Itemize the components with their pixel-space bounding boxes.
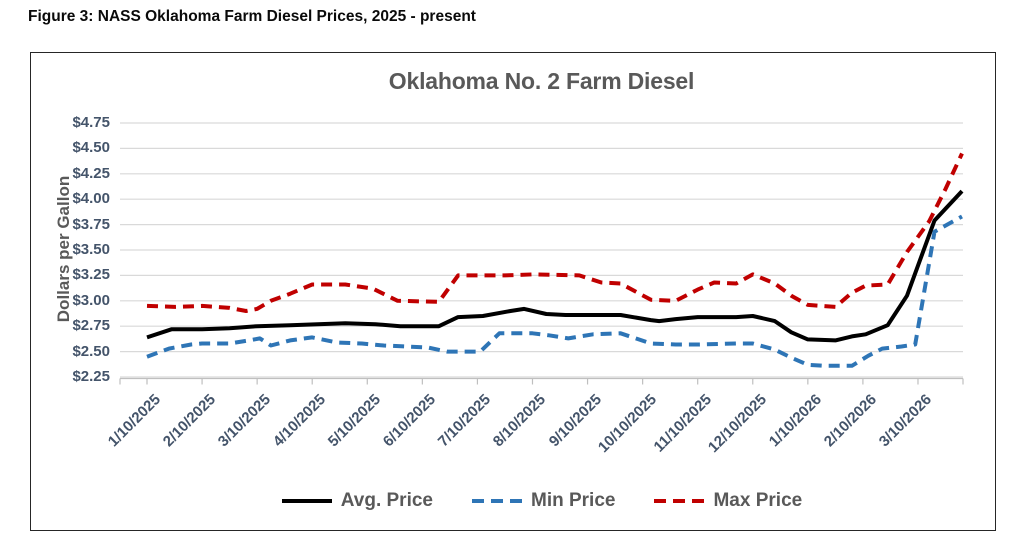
y-tick-label: $2.75 bbox=[72, 317, 110, 335]
y-tick-label: $4.00 bbox=[72, 190, 110, 208]
figure-caption: Figure 3: NASS Oklahoma Farm Diesel Pric… bbox=[28, 8, 476, 25]
max-price-line-swatch bbox=[654, 499, 705, 503]
y-tick-label: $2.25 bbox=[72, 368, 110, 385]
y-tick-label: $3.00 bbox=[72, 291, 110, 309]
min-price-line bbox=[146, 214, 963, 368]
y-tick-label: $3.25 bbox=[72, 266, 110, 284]
chart-title: Oklahoma No. 2 Farm Diesel bbox=[388, 68, 695, 94]
y-tick-label: $4.75 bbox=[72, 114, 110, 131]
avg-price-line bbox=[146, 189, 964, 343]
legend-item-max-price: Max Price bbox=[653, 490, 802, 512]
avg-price-line-swatch bbox=[281, 499, 332, 503]
legend-item-min-price: Min Price bbox=[471, 490, 615, 512]
y-tick-label: $2.50 bbox=[72, 342, 110, 360]
chart-legend: Avg. Price Min Price Max Price bbox=[120, 490, 963, 512]
y-tick-label: $4.50 bbox=[72, 139, 110, 157]
y-tick-label: $3.75 bbox=[72, 215, 110, 233]
legend-item-avg-price: Avg. Price bbox=[281, 490, 433, 512]
legend-label-max-price: Max Price bbox=[713, 490, 803, 511]
chart-frame bbox=[30, 52, 996, 531]
legend-label-avg-price: Avg. Price bbox=[340, 490, 433, 511]
min-price-line-swatch bbox=[472, 499, 522, 503]
legend-label-min-price: Min Price bbox=[531, 490, 616, 511]
y-tick-label: $4.25 bbox=[72, 164, 110, 182]
max-price-line bbox=[146, 152, 964, 313]
y-tick-label: $3.50 bbox=[72, 241, 110, 258]
